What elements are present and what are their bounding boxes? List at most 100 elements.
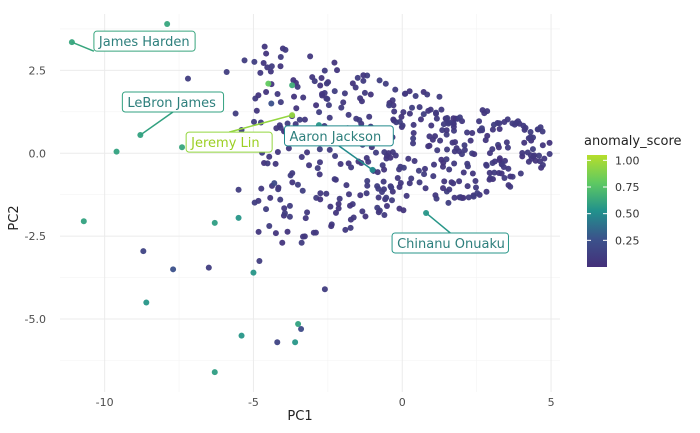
data-point — [507, 173, 514, 180]
data-point — [265, 80, 272, 87]
data-point — [241, 57, 248, 64]
data-point — [517, 170, 524, 177]
data-point — [451, 148, 458, 155]
data-points — [68, 20, 553, 376]
data-point — [405, 155, 412, 162]
data-point — [266, 222, 273, 229]
data-point — [379, 189, 386, 196]
data-point — [436, 93, 443, 100]
data-point — [443, 127, 450, 134]
data-point — [311, 78, 318, 85]
data-point — [443, 131, 450, 138]
data-point — [539, 162, 546, 169]
data-point — [446, 186, 453, 193]
data-point — [450, 123, 457, 130]
data-point — [362, 213, 369, 220]
data-point — [268, 100, 275, 107]
data-point — [456, 114, 463, 121]
data-point — [263, 88, 270, 95]
data-point — [505, 165, 512, 172]
data-point — [353, 115, 360, 122]
y-tick-labels: -5.0 -2.5 0.0 2.5 — [25, 64, 46, 326]
data-point — [342, 226, 349, 233]
data-point — [546, 139, 553, 146]
data-point — [429, 136, 436, 143]
data-point — [263, 50, 270, 57]
data-point — [385, 150, 392, 157]
data-point — [391, 108, 398, 115]
data-point — [406, 110, 413, 117]
data-point — [437, 137, 444, 144]
data-point — [343, 182, 350, 189]
label-box — [284, 125, 394, 147]
data-point — [267, 68, 274, 75]
data-point — [360, 77, 367, 84]
data-point — [316, 146, 323, 153]
data-point — [235, 214, 242, 221]
data-point — [170, 266, 177, 273]
data-point — [307, 53, 314, 60]
data-point — [434, 147, 441, 154]
data-point — [398, 113, 405, 120]
data-point — [113, 148, 120, 155]
data-point — [388, 197, 395, 204]
data-point — [363, 190, 370, 197]
data-point — [412, 92, 419, 99]
data-point — [250, 269, 257, 276]
data-point — [375, 209, 382, 216]
data-point — [433, 195, 440, 202]
data-point — [295, 321, 302, 328]
data-point — [285, 145, 292, 152]
label-box — [93, 30, 196, 52]
data-point — [321, 67, 328, 74]
data-point — [464, 163, 471, 170]
data-point — [292, 339, 299, 346]
data-point — [291, 93, 298, 100]
data-point — [489, 126, 496, 133]
data-point — [326, 146, 333, 153]
data-point — [426, 142, 433, 149]
data-point — [450, 115, 457, 122]
data-point — [317, 82, 324, 89]
label-connector — [228, 114, 293, 133]
x-axis-title: PC1 — [287, 409, 312, 424]
data-point — [317, 196, 324, 203]
data-point — [140, 248, 147, 255]
data-point — [383, 194, 390, 201]
data-point — [521, 139, 528, 146]
data-point — [451, 160, 458, 167]
data-point — [294, 181, 301, 188]
data-point — [470, 193, 477, 200]
data-point — [300, 233, 307, 240]
data-point — [406, 180, 413, 187]
data-point — [456, 148, 463, 155]
data-point — [323, 80, 330, 87]
data-point — [264, 64, 271, 71]
data-point — [358, 120, 365, 127]
data-point — [318, 90, 325, 97]
data-point — [299, 187, 306, 194]
data-point — [277, 63, 284, 70]
data-point — [445, 199, 452, 206]
data-point — [316, 109, 323, 116]
data-point — [392, 152, 399, 159]
legend-tick-label: 1.00 — [615, 154, 640, 167]
legend-tick-label: 0.50 — [615, 208, 640, 221]
data-point — [410, 121, 417, 128]
data-point — [503, 139, 510, 146]
data-point — [357, 192, 364, 199]
data-point — [328, 223, 335, 230]
data-point — [416, 104, 423, 111]
data-point — [256, 258, 263, 265]
data-point — [496, 125, 503, 132]
data-point — [484, 108, 491, 115]
data-point — [406, 88, 413, 95]
data-point — [261, 43, 268, 50]
data-point — [264, 160, 271, 167]
data-point — [332, 153, 339, 160]
data-point — [277, 196, 284, 203]
data-point — [354, 74, 361, 81]
data-point — [511, 121, 518, 128]
data-point — [345, 191, 352, 198]
